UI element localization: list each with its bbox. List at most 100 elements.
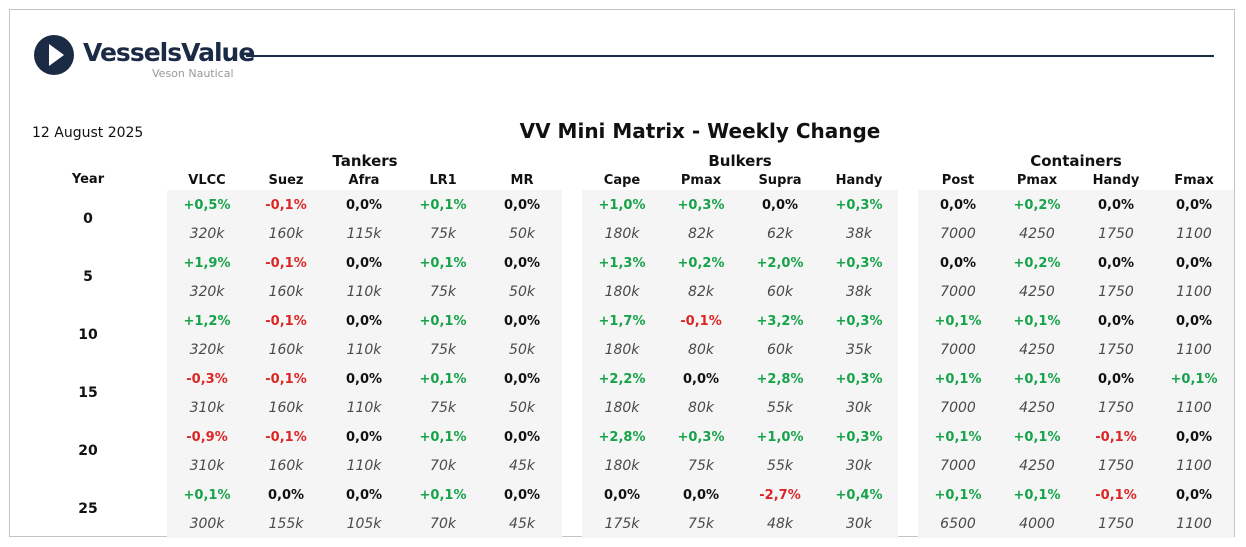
change-cell: +0,1% [419, 372, 467, 387]
change-cell: 0,0% [345, 488, 383, 503]
size-cell: 45k [509, 516, 535, 532]
size-cell: 310k [189, 400, 225, 416]
change-cell: -0,1% [1095, 488, 1137, 503]
size-cell: 6500 [940, 516, 976, 532]
tankers-band [167, 190, 562, 538]
brand-name: VesselsValue [83, 38, 255, 67]
column-header-containers-pmax: Pmax [1016, 173, 1058, 188]
report-title: VV Mini Matrix - Weekly Change [519, 119, 881, 143]
size-cell: 1100 [1176, 226, 1212, 242]
report-date: 12 August 2025 [32, 125, 144, 141]
change-cell: +0,2% [1013, 198, 1061, 213]
change-cell: +1,7% [598, 314, 646, 329]
size-cell: 75k [688, 516, 714, 532]
size-cell: 180k [604, 342, 640, 358]
header-divider [246, 55, 1214, 57]
change-cell: 0,0% [761, 198, 799, 213]
size-cell: 55k [767, 458, 793, 474]
column-header-tankers-vlcc: VLCC [188, 173, 226, 188]
size-cell: 75k [430, 226, 456, 242]
change-cell: 0,0% [1175, 314, 1213, 329]
year-label: 15 [78, 385, 98, 401]
change-cell: +0,3% [835, 430, 883, 445]
change-cell: +0,3% [835, 256, 883, 271]
year-column-header: Year [71, 172, 105, 187]
size-cell: 75k [430, 342, 456, 358]
change-cell: 0,0% [682, 372, 720, 387]
change-cell: +0,2% [1013, 256, 1061, 271]
year-label: 20 [78, 443, 98, 459]
size-cell: 70k [430, 458, 456, 474]
size-cell: 1750 [1098, 284, 1134, 300]
change-cell: 0,0% [603, 488, 641, 503]
size-cell: 1100 [1176, 400, 1212, 416]
size-cell: 70k [430, 516, 456, 532]
column-header-containers-handy: Handy [1092, 173, 1140, 188]
group-tankers: Tankers [332, 152, 398, 170]
size-cell: 60k [767, 342, 793, 358]
change-cell: 0,0% [1097, 256, 1135, 271]
size-cell: 50k [509, 400, 535, 416]
size-cell: 55k [767, 400, 793, 416]
size-cell: 75k [430, 284, 456, 300]
column-header-bulkers-supra: Supra [758, 173, 802, 188]
change-cell: 0,0% [503, 488, 541, 503]
change-cell: 0,0% [1175, 488, 1213, 503]
change-cell: +0,1% [419, 256, 467, 271]
size-cell: 110k [346, 342, 382, 358]
size-cell: 30k [846, 400, 872, 416]
change-cell: 0,0% [1097, 372, 1135, 387]
size-cell: 320k [189, 284, 225, 300]
column-header-tankers-suez: Suez [268, 173, 304, 188]
change-cell: +2,2% [598, 372, 646, 387]
size-cell: 38k [846, 284, 872, 300]
change-cell: 0,0% [939, 198, 977, 213]
size-cell: 115k [346, 226, 382, 242]
change-cell: 0,0% [503, 430, 541, 445]
change-cell: 0,0% [503, 256, 541, 271]
change-cell: -0,1% [1095, 430, 1137, 445]
change-cell: 0,0% [939, 256, 977, 271]
column-header-bulkers-handy: Handy [835, 173, 883, 188]
size-cell: 175k [604, 516, 640, 532]
change-cell: +0,1% [419, 314, 467, 329]
size-cell: 7000 [940, 400, 976, 416]
size-cell: 180k [604, 284, 640, 300]
year-label: 5 [83, 269, 93, 285]
size-cell: 300k [189, 516, 225, 532]
change-cell: +0,1% [183, 488, 231, 503]
change-cell: 0,0% [345, 256, 383, 271]
size-cell: 4250 [1019, 226, 1055, 242]
size-cell: 160k [268, 458, 304, 474]
size-cell: 35k [846, 342, 872, 358]
size-cell: 1100 [1176, 458, 1212, 474]
size-cell: 45k [509, 458, 535, 474]
size-cell: 82k [688, 226, 714, 242]
size-cell: 110k [346, 458, 382, 474]
change-cell: -0,1% [265, 372, 307, 387]
change-cell: 0,0% [1097, 314, 1135, 329]
change-cell: -0,3% [186, 372, 228, 387]
size-cell: 310k [189, 458, 225, 474]
change-cell: -2,7% [759, 488, 801, 503]
containers-band [918, 190, 1234, 538]
size-cell: 160k [268, 284, 304, 300]
size-cell: 30k [846, 516, 872, 532]
change-cell: +0,2% [677, 256, 725, 271]
size-cell: 48k [767, 516, 793, 532]
change-cell: +0,3% [835, 314, 883, 329]
size-cell: 50k [509, 226, 535, 242]
change-cell: +0,4% [835, 488, 883, 503]
year-label: 10 [78, 327, 98, 343]
change-cell: +0,3% [677, 198, 725, 213]
change-cell: +1,9% [183, 256, 231, 271]
size-cell: 160k [268, 226, 304, 242]
change-cell: 0,0% [345, 198, 383, 213]
size-cell: 4000 [1019, 516, 1055, 532]
change-cell: -0,1% [680, 314, 722, 329]
change-cell: 0,0% [1175, 198, 1213, 213]
change-cell: +0,1% [1013, 372, 1061, 387]
size-cell: 75k [688, 458, 714, 474]
size-cell: 1750 [1098, 400, 1134, 416]
change-cell: +0,3% [835, 372, 883, 387]
